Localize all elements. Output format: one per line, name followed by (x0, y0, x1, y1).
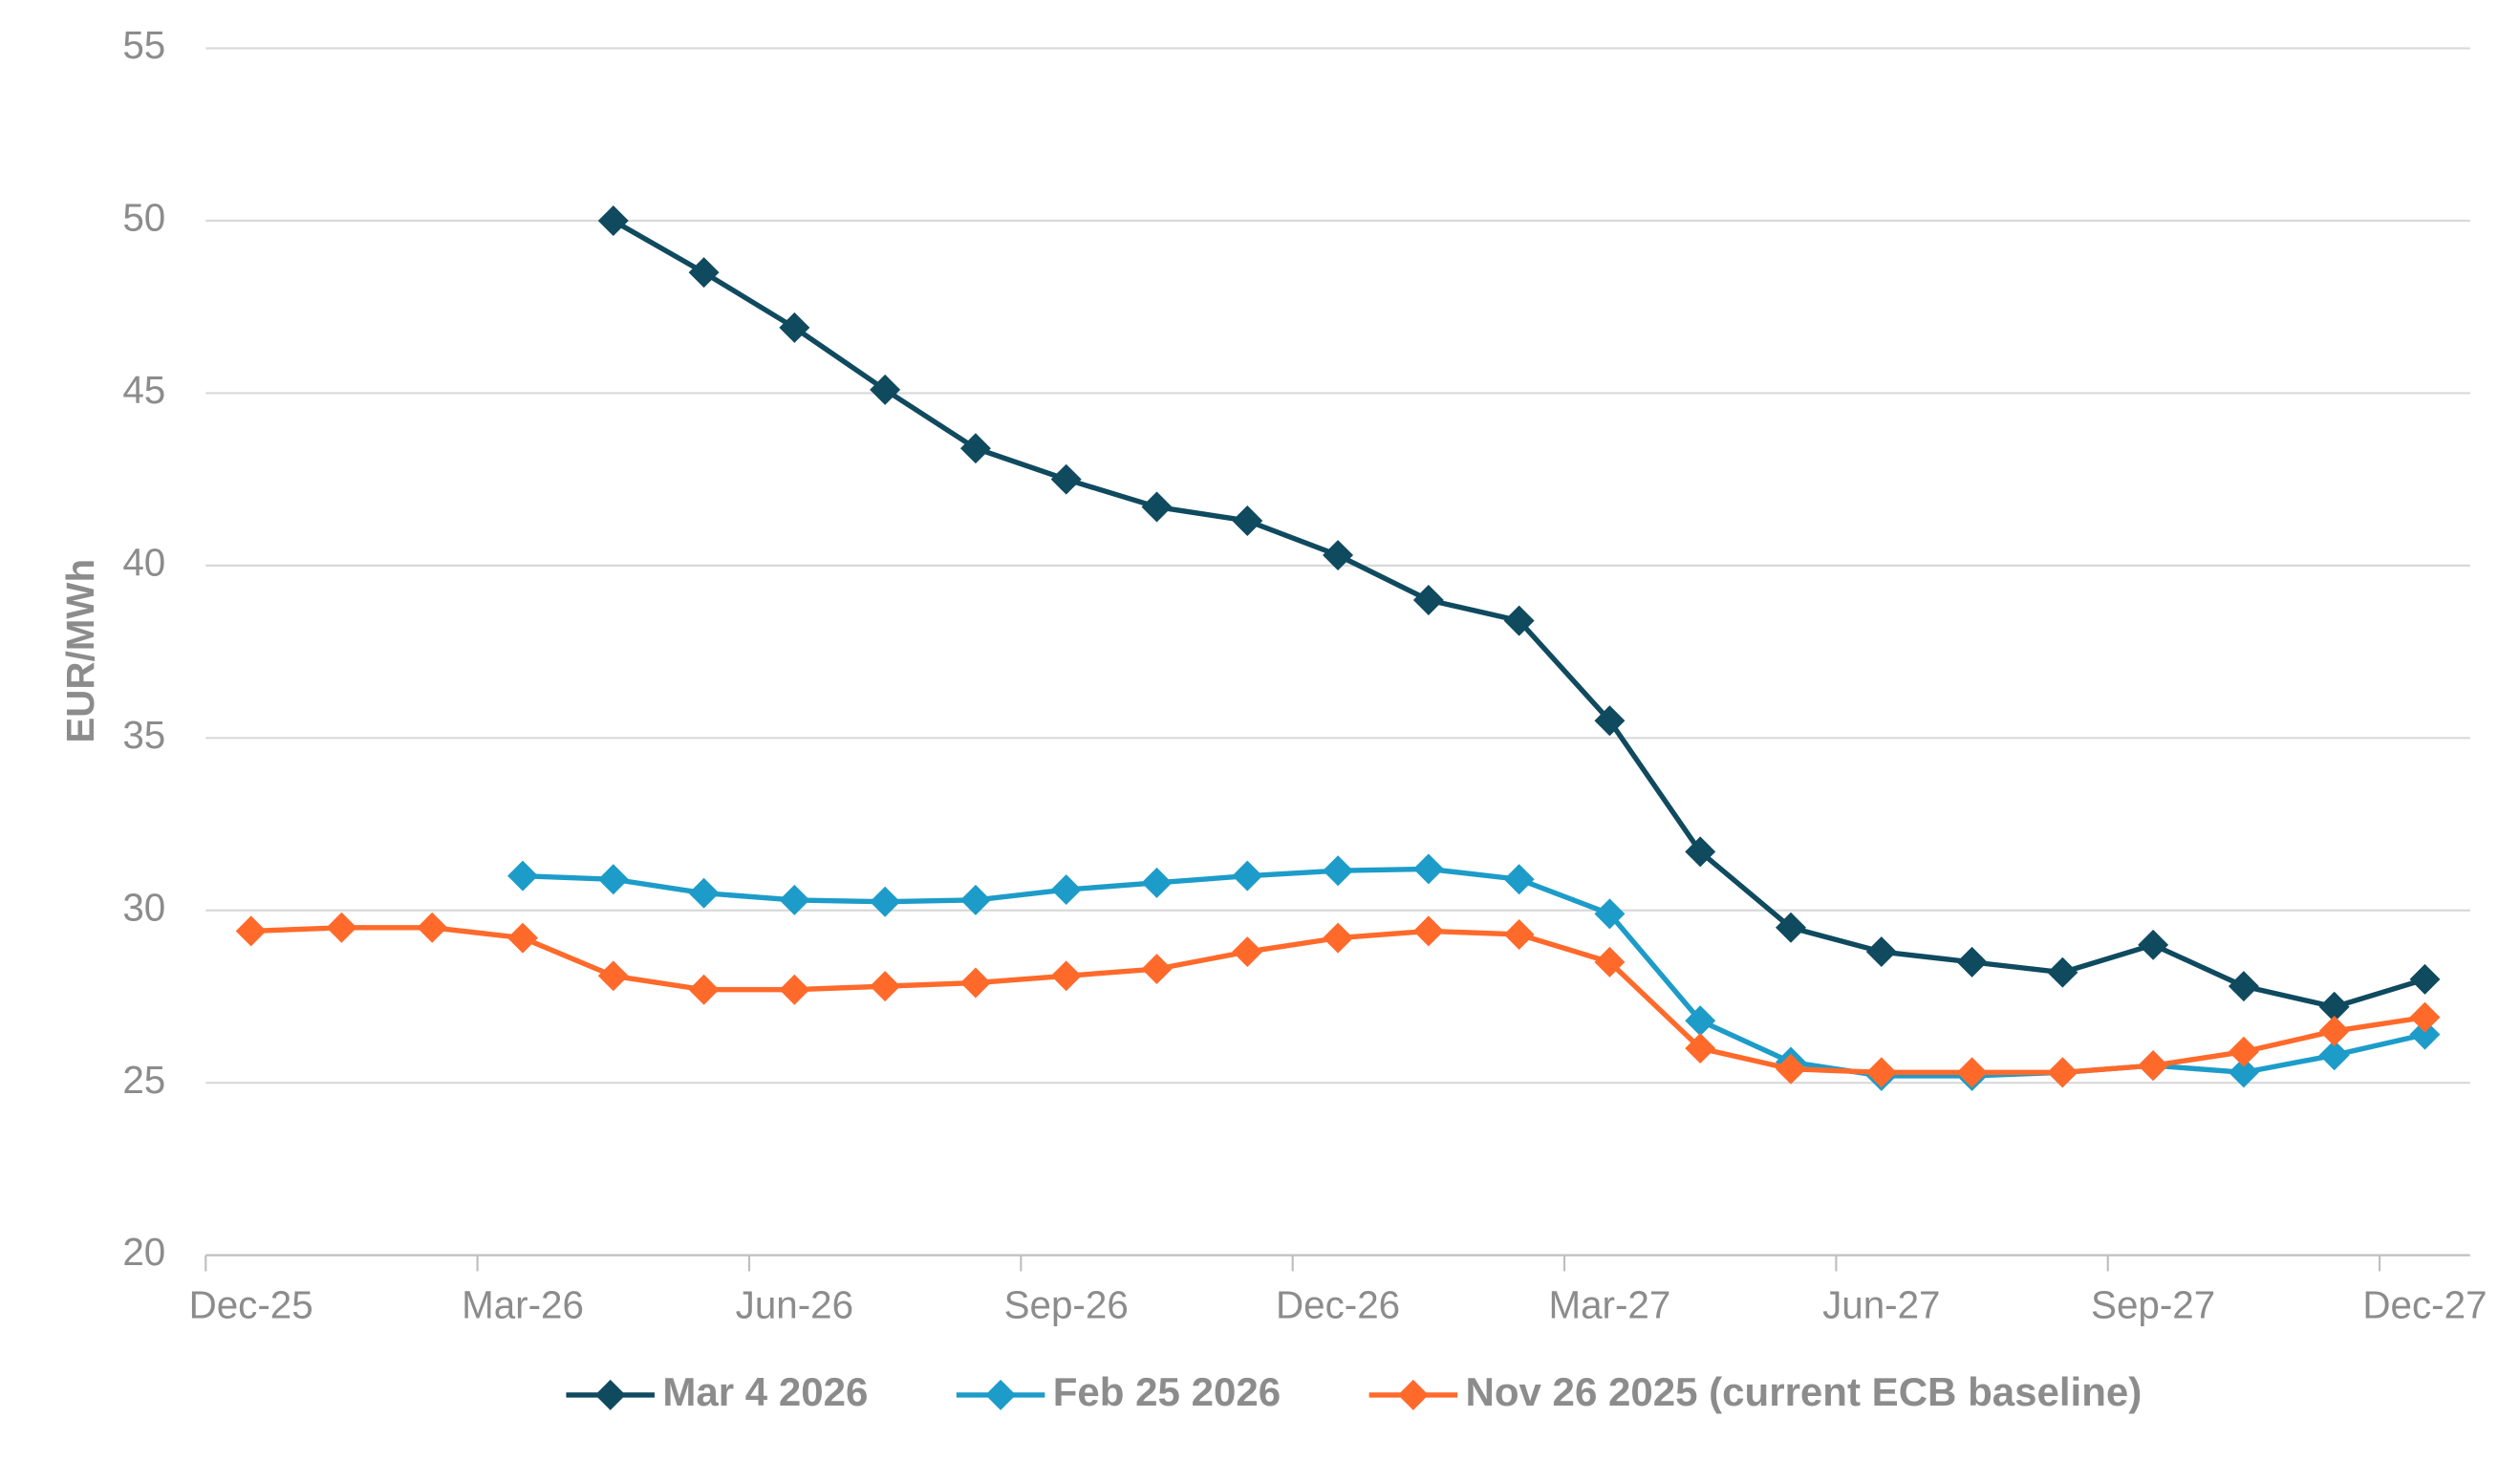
data-point (1323, 922, 1354, 954)
data-point (1685, 1033, 1716, 1064)
data-point (1594, 898, 1626, 930)
data-point (2228, 1057, 2259, 1088)
x-tick-label: Mar-26 (462, 1283, 584, 1327)
y-tick-label: 50 (122, 196, 165, 240)
data-point (507, 922, 538, 954)
data-point (1503, 919, 1535, 950)
data-point (1865, 936, 1897, 968)
legend-label: Feb 25 2026 (1053, 1369, 1281, 1414)
data-point (1412, 584, 1444, 615)
data-point (2047, 1057, 2078, 1088)
data-point (1685, 1005, 1716, 1037)
data-point (870, 886, 901, 917)
data-point (1050, 874, 1082, 906)
data-point (959, 967, 991, 999)
data-point (2228, 971, 2259, 1002)
x-tick-label: Jun-27 (1822, 1283, 1940, 1327)
y-tick-label: 45 (122, 368, 165, 412)
y-tick-label: 30 (122, 885, 165, 929)
data-point (2318, 1016, 2350, 1047)
data-point (1412, 853, 1444, 885)
grid: 20 25 30 35 40 45 50 55 Dec-25 Mar-26 Jun-26 Sep-26… (122, 23, 2487, 1327)
y-tick-label: 55 (122, 23, 165, 67)
data-point (326, 912, 357, 943)
data-point (2047, 956, 2078, 988)
data-point (1323, 540, 1354, 571)
x-tick-label: Jun-26 (736, 1283, 853, 1327)
data-point (2318, 1040, 2350, 1071)
data-point (2318, 991, 2350, 1022)
data-point (1503, 605, 1535, 636)
data-point (1141, 954, 1173, 985)
data-point (1865, 1057, 1897, 1088)
data-point (235, 915, 267, 947)
data-point (1503, 864, 1535, 895)
x-tick-label: Sep-27 (2091, 1283, 2215, 1327)
data-point (1141, 491, 1173, 523)
data-point (1323, 855, 1354, 887)
data-point (1594, 946, 1626, 978)
legend-label: Nov 26 2025 (current ECB baseline) (1465, 1369, 2142, 1414)
data-point (1685, 836, 1716, 868)
y-tick-label: 35 (122, 713, 165, 757)
y-tick-label: 20 (122, 1230, 165, 1274)
data-point (417, 912, 448, 943)
x-tick-label: Dec-25 (189, 1283, 313, 1327)
data-point (507, 860, 538, 892)
data-point (688, 974, 720, 1005)
y-tick-label: 25 (122, 1058, 165, 1102)
data-point (1776, 1053, 1806, 1085)
data-point (2228, 1036, 2259, 1067)
y-axis-title: EUR/MWh (58, 559, 102, 743)
data-point (1412, 915, 1444, 947)
x-tick-label: Mar-27 (1548, 1283, 1670, 1327)
data-point (1050, 463, 1082, 495)
legend-label: Mar 4 2026 (662, 1369, 868, 1414)
data-point (1050, 960, 1082, 992)
data-point (1776, 912, 1806, 943)
x-tick-label: Dec-26 (1276, 1283, 1400, 1327)
legend-item: Nov 26 2025 (current ECB baseline) (1368, 1369, 2142, 1414)
plot-area (235, 205, 2441, 1091)
legend-item: Feb 25 2026 (956, 1369, 1281, 1414)
legend-marker (985, 1379, 1017, 1410)
data-point (870, 374, 901, 405)
data-point (688, 877, 720, 909)
y-tick-label: 40 (122, 541, 165, 585)
data-point (959, 433, 991, 464)
data-point (959, 884, 991, 915)
x-tick-label: Sep-26 (1004, 1283, 1129, 1327)
data-point (1141, 867, 1173, 898)
x-tick-label: Dec-27 (2362, 1283, 2487, 1327)
data-point (870, 971, 901, 1002)
